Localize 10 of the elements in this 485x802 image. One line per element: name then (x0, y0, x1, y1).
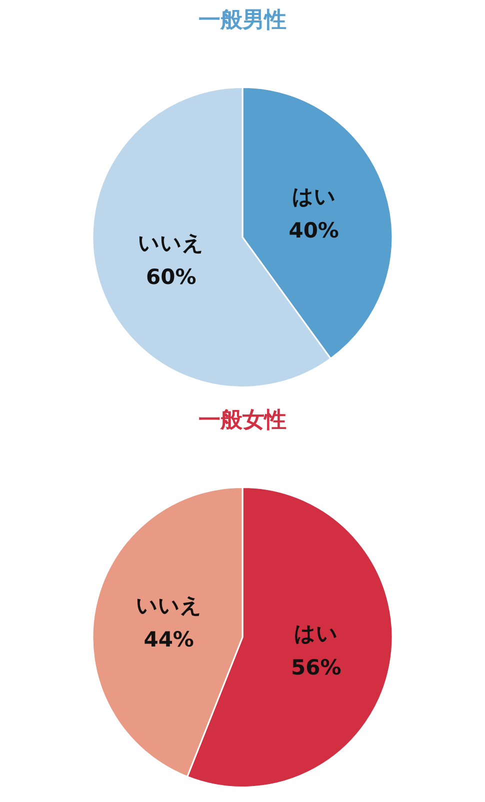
data-label: 56% (291, 656, 342, 680)
data-label: 40% (288, 218, 339, 242)
data-label: 60% (146, 264, 196, 289)
chart-title: 一般男性 (198, 8, 286, 33)
slice-label: はい (292, 184, 336, 208)
data-label: 44% (144, 628, 194, 652)
slice-label: はい (294, 622, 338, 646)
chart-title: 一般女性 (198, 408, 286, 433)
slice-label: いいえ (136, 594, 202, 618)
slice-label: いいえ (138, 230, 204, 255)
